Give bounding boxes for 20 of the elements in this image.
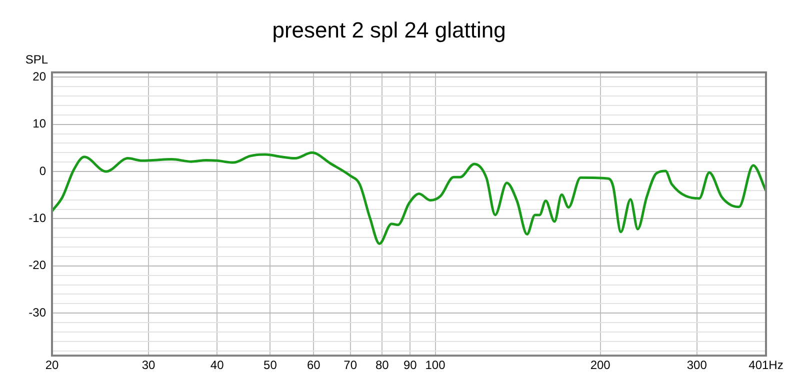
y-tick-label: 20: [32, 69, 46, 84]
x-tick-label: 401Hz: [748, 358, 784, 372]
x-tick-label: 80: [375, 358, 390, 372]
x-tick-label: 90: [404, 358, 418, 372]
y-tick-label: -10: [28, 211, 46, 226]
x-tick-label: 30: [142, 358, 156, 372]
y-tick-label: 10: [32, 116, 46, 131]
x-tick-label: 50: [264, 358, 278, 372]
x-tick-label: 60: [306, 358, 321, 372]
x-tick-label: 100: [425, 358, 446, 372]
y-tick-label: -30: [28, 305, 46, 320]
y-axis-title: SPL: [25, 52, 48, 67]
x-tick-label: 20: [45, 358, 59, 372]
x-tick-label: 200: [590, 358, 611, 372]
x-tick-label: 40: [210, 358, 224, 372]
y-tick-label: -20: [28, 258, 46, 272]
chart-title: present 2 spl 24 glatting: [272, 17, 506, 42]
y-tick-label: 0: [39, 164, 46, 178]
x-tick-label: 70: [344, 358, 358, 372]
x-tick-label: 300: [686, 358, 708, 372]
